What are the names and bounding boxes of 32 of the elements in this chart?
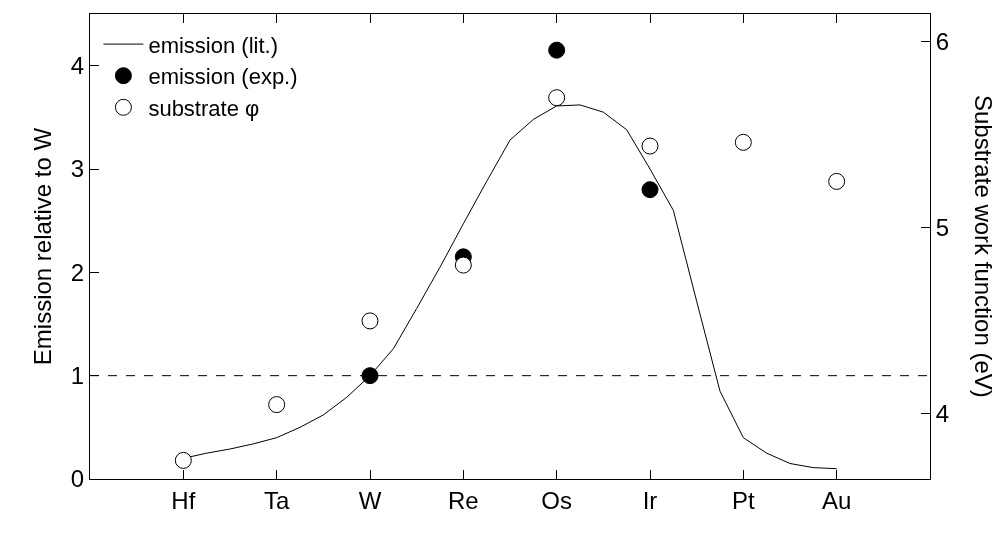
y2-axis-title: Substrate work function (eV)	[970, 95, 997, 398]
point	[268, 396, 286, 414]
y-tick-label: 0	[70, 465, 85, 493]
point	[361, 312, 379, 330]
y-tick-label: 4	[70, 52, 85, 80]
point	[548, 41, 566, 59]
x-tick-label: W	[358, 486, 382, 514]
x-tick-label: Ta	[263, 486, 290, 514]
y-tick-label: 1	[70, 362, 85, 390]
y2-tick-label: 6	[935, 28, 950, 56]
x-tick-label: Re	[447, 486, 479, 514]
x-tick-label: Hf	[171, 486, 196, 514]
y2-tick-label: 5	[935, 214, 950, 242]
x-tick-label: Au	[821, 486, 852, 514]
point	[734, 133, 752, 151]
y-tick-label: 3	[70, 155, 85, 183]
point	[641, 137, 659, 155]
point	[361, 367, 379, 385]
y2-tick-label: 4	[935, 400, 950, 428]
legend-label: emission (exp.)	[148, 64, 298, 90]
point	[641, 181, 659, 199]
point	[548, 89, 566, 107]
point	[828, 172, 846, 190]
point	[174, 451, 192, 469]
legend-label: substrate φ	[148, 95, 260, 121]
x-tick-label: Pt	[731, 486, 755, 514]
legend-label: emission (lit.)	[148, 32, 278, 58]
x-tick-label: Os	[541, 486, 573, 514]
point	[454, 256, 472, 274]
y-tick-label: 2	[70, 258, 85, 286]
x-tick-label: Ir	[642, 486, 658, 514]
y-axis-title: Emission relative to W	[28, 127, 56, 366]
